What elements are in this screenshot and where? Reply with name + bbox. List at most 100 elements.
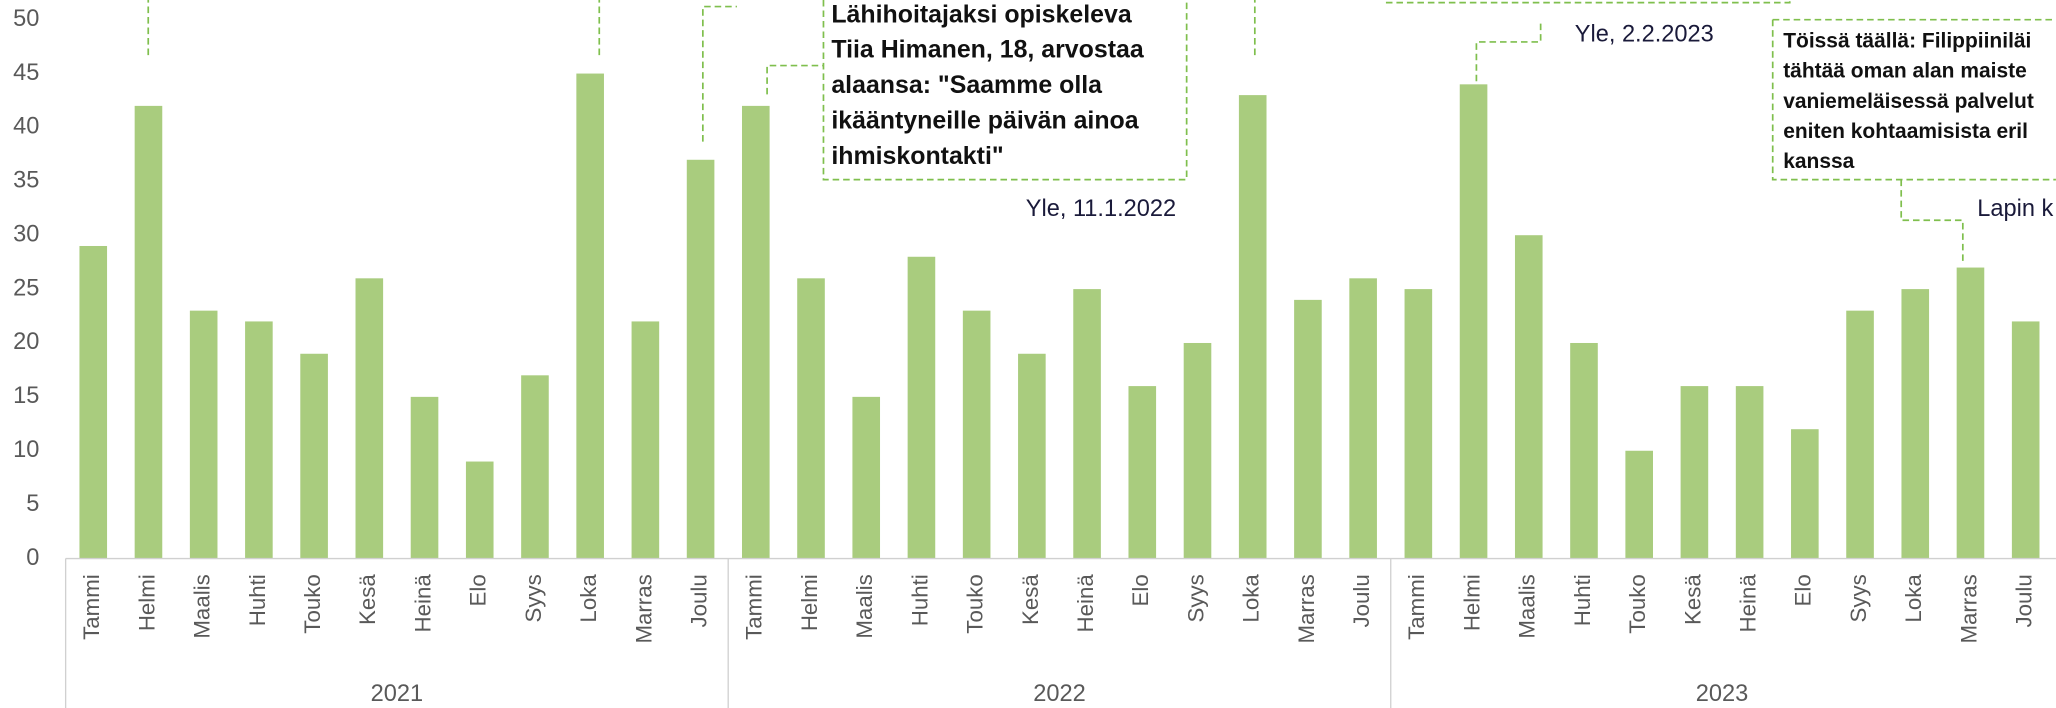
y-tick-label: 35 (13, 168, 39, 194)
bar (576, 73, 604, 559)
annotation-line: tähtää oman alan maiste (1783, 60, 2027, 83)
bar (245, 321, 273, 559)
x-tick-label: Loka (1239, 574, 1264, 623)
y-tick-label: 0 (26, 545, 39, 571)
bar (686, 159, 715, 559)
x-tick-label: Touko (300, 574, 325, 633)
bar (1625, 450, 1653, 559)
bar (631, 321, 660, 559)
y-tick-label: 25 (13, 275, 39, 301)
y-tick-label: 20 (13, 329, 39, 355)
annotation-source: Yle, 2.2.2023 (1575, 22, 1714, 48)
bar (1514, 235, 1543, 559)
bar (521, 375, 549, 559)
x-tick-label: Marras (631, 574, 656, 643)
x-tick-label: Heinä (410, 574, 435, 633)
leader-lines (147, 0, 2056, 263)
x-tick-label: Joulu (1349, 574, 1374, 627)
x-tick-label: Heinä (1736, 574, 1761, 633)
annotation-line: Tiia Himanen, 18, arvostaa (831, 36, 1145, 64)
x-tick-label: Helmi (797, 574, 822, 631)
x-tick-label: Kesä (1018, 574, 1043, 625)
x-tick-label: Loka (1901, 574, 1926, 623)
x-tick-label: Syys (1846, 574, 1871, 622)
x-tick-label: Huhti (1570, 574, 1595, 626)
bar (1404, 289, 1433, 559)
x-tick-label: Heinä (1073, 574, 1098, 633)
x-tick-label: Syys (521, 574, 546, 622)
bar (79, 245, 108, 559)
bar (1073, 289, 1101, 559)
bar (1459, 84, 1488, 559)
x-tick-label: Tammi (742, 574, 767, 640)
x-tick-label: Syys (1183, 574, 1208, 622)
x-tick-label: Tammi (79, 574, 104, 640)
plot: 0 5 10 15 20 25 30 35 40 45 50 Tammi Helmi Maalis Huht… (13, 6, 2056, 708)
annotation-source: Yle, 11.1.2022 (1026, 196, 1176, 222)
annotation-line: Lähihoitajaksi opiskeleva (831, 0, 1133, 28)
bar (134, 105, 163, 559)
x-tick-label: Touko (963, 574, 988, 633)
x-tick-label: Joulu (2012, 574, 2037, 627)
x-tick-label: Kesä (1680, 574, 1705, 625)
x-tick-label: Loka (576, 574, 601, 623)
y-tick-label: 40 (13, 114, 39, 140)
bar (1183, 342, 1212, 559)
year-label: 2023 (1696, 681, 1749, 707)
annotation-line: alaansa: "Saamme olla (831, 71, 1103, 99)
year-label: 2021 (371, 681, 424, 707)
bar (1846, 310, 1874, 559)
bar (1791, 429, 1819, 559)
x-tick-label: Elo (466, 574, 491, 606)
annotation-line: ihmiskontakti" (831, 142, 1003, 170)
bar (1349, 278, 1377, 559)
bar (741, 105, 770, 559)
bar (1735, 386, 1764, 559)
y-tick-label: 30 (13, 221, 39, 247)
x-tick-label: Helmi (134, 574, 159, 631)
year-label: 2022 (1033, 681, 1086, 707)
x-tick-label: Huhti (245, 574, 270, 626)
x-tick-label: Elo (1128, 574, 1153, 606)
bar (300, 353, 328, 559)
bar (410, 396, 439, 559)
x-tick-label: Maalis (852, 574, 877, 638)
x-tick-label: Marras (1956, 574, 1981, 643)
bar (852, 396, 881, 559)
x-tick-label: Huhti (907, 574, 932, 626)
annotation-line: ikääntyneille päivän ainoa (831, 107, 1139, 135)
bar (1570, 342, 1598, 559)
annotation-source: Lapin k (1977, 196, 2053, 222)
bar (189, 310, 218, 559)
bar (907, 256, 936, 559)
annotation-line: vaniemeläisessä palvelut (1783, 90, 2034, 113)
annotation-line: eniten kohtaamisista eril (1783, 120, 2028, 143)
x-tick-label: Marras (1294, 574, 1319, 643)
bar (1901, 289, 1930, 559)
bar (797, 278, 825, 559)
annotations: Lähihoitajaksi opiskeleva Tiia Himanen, … (831, 0, 2053, 222)
bar (1294, 299, 1322, 559)
y-tick-label: 50 (13, 6, 39, 32)
bar (1238, 95, 1267, 559)
y-tick-label: 15 (13, 383, 39, 409)
x-tick-label: Maalis (190, 574, 215, 638)
y-tick-label: 10 (13, 437, 39, 463)
y-tick-label: 5 (26, 491, 39, 517)
y-tick-label: 45 (13, 60, 39, 86)
bar (465, 461, 494, 559)
x-tick-label: Maalis (1515, 574, 1540, 638)
bar (2011, 321, 2040, 559)
x-tick-label: Kesä (355, 574, 380, 625)
bar (1018, 353, 1046, 559)
bar (1680, 386, 1709, 559)
bar (1956, 267, 1985, 559)
bar (1128, 386, 1157, 559)
annotation-line: Töissä täällä: Filippiiniläi (1783, 30, 2031, 53)
x-tick-label: Elo (1791, 574, 1816, 606)
x-tick-label: Tammi (1404, 574, 1429, 640)
bar (355, 278, 384, 559)
x-tick-label: Joulu (686, 574, 711, 627)
x-tick-label: Touko (1625, 574, 1650, 633)
